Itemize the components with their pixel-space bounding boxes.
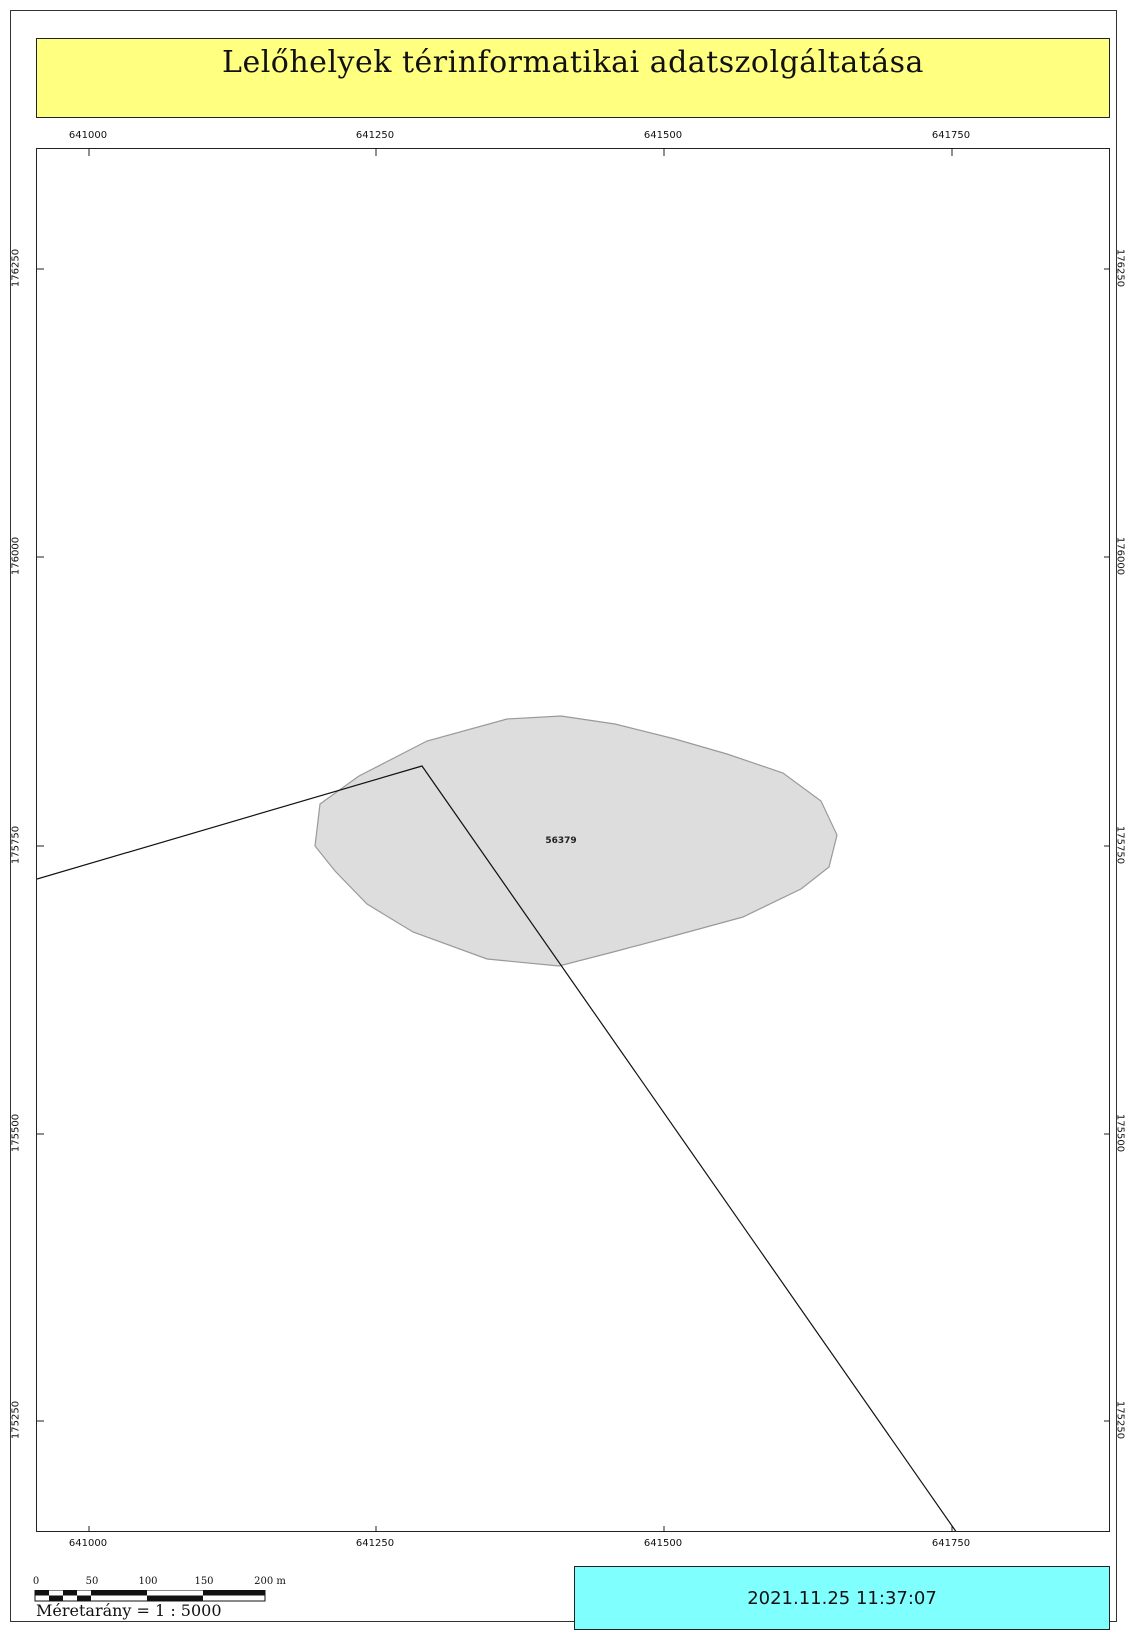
y-tick-label-right: 176000 [1114, 536, 1126, 576]
scale-tick-label: 100 [138, 1576, 158, 1587]
site-polygon[interactable] [314, 715, 838, 967]
scale-bar-graphic [34, 1590, 266, 1602]
x-tick-label-bottom: 641750 [931, 1538, 971, 1549]
scale-ratio-text: Méretarány = 1 : 5000 [36, 1601, 222, 1620]
scale-tick-label: 150 [194, 1576, 214, 1587]
y-tick-label-right: 176250 [1114, 248, 1126, 288]
page-frame [10, 10, 1117, 1622]
y-tick-label-left: 175500 [10, 1113, 22, 1153]
map-canvas: 56379 [37, 149, 1109, 1531]
y-tick-label-left: 175750 [10, 825, 22, 865]
x-tick-label-bottom: 641500 [643, 1538, 683, 1549]
scale-tick-label: 200 m [254, 1576, 286, 1587]
scale-tick-label: 0 [32, 1576, 40, 1587]
site-label: 56379 [545, 836, 576, 846]
y-tick-label-left: 175250 [10, 1400, 22, 1440]
y-tick-label-left: 176250 [10, 248, 22, 288]
timestamp: 2021.11.25 11:37:07 [747, 1587, 937, 1609]
y-tick-label-right: 175500 [1114, 1113, 1126, 1153]
x-tick-label-bottom: 641250 [355, 1538, 395, 1549]
x-tick-label-bottom: 641000 [68, 1538, 108, 1549]
map-frame[interactable]: 56379 [36, 148, 1110, 1532]
y-tick-label-right: 175750 [1114, 825, 1126, 865]
scale-tick-label: 50 [85, 1576, 99, 1587]
frame-ticks [37, 149, 1109, 1531]
x-tick-label-top: 641000 [68, 130, 108, 141]
y-tick-label-right: 175250 [1114, 1400, 1126, 1440]
timestamp-box: 2021.11.25 11:37:07 [574, 1566, 1110, 1630]
scale-bar: 0 50 100 150 200 m Méretarány = 1 : 5000 [32, 1576, 286, 1626]
map-title: Lelőhelyek térinformatikai adatszolgálta… [222, 45, 924, 80]
x-tick-label-top: 641750 [931, 130, 971, 141]
boundary-line [37, 765, 957, 1531]
x-tick-label-top: 641250 [355, 130, 395, 141]
y-tick-label-left: 176000 [10, 536, 22, 576]
x-tick-label-top: 641500 [643, 130, 683, 141]
title-box: Lelőhelyek térinformatikai adatszolgálta… [36, 38, 1110, 118]
